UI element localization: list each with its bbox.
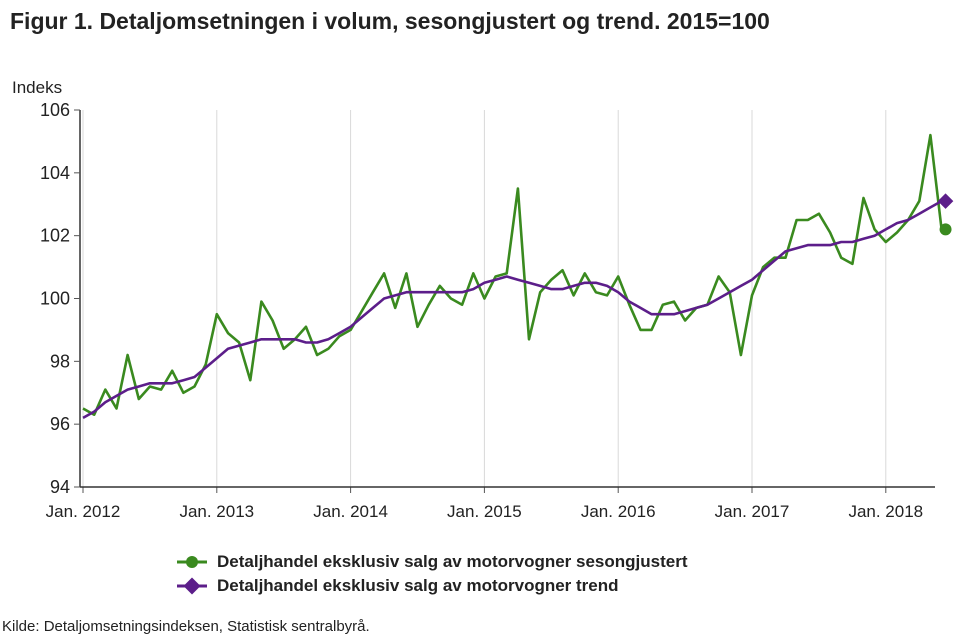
y-tick-label: 106 <box>40 100 70 120</box>
legend-swatch-trend-icon <box>177 577 207 595</box>
legend-item-seasonal: Detaljhandel eksklusiv salg av motorvogn… <box>175 550 688 574</box>
trend-last-point-marker <box>937 193 954 209</box>
y-tick-label: 104 <box>40 163 70 183</box>
x-tick-label: Jan. 2012 <box>46 502 121 521</box>
series-line-seasonal <box>82 133 943 417</box>
y-axis-label: Indeks <box>12 78 63 97</box>
seasonal-last-point-marker <box>939 223 952 236</box>
x-tick-label: Jan. 2018 <box>848 502 923 521</box>
line-chart: Jan. 2012 Jan. 2013 Jan. 2014 Jan. 2015 Jan.… <box>40 100 954 521</box>
legend-label-seasonal: Detaljhandel eksklusiv salg av motorvogn… <box>217 552 688 571</box>
legend-label-trend: Detaljhandel eksklusiv salg av motorvogn… <box>217 576 619 595</box>
chart-title: Figur 1. Detaljomsetningen i volum, seso… <box>10 8 770 34</box>
source-note: Kilde: Detaljomsetningsindeksen, Statist… <box>2 618 370 635</box>
series-line-trend <box>82 199 943 420</box>
legend-swatch-seasonal-icon <box>177 556 207 568</box>
y-tick-label: 100 <box>40 289 70 309</box>
x-tick-label: Jan. 2015 <box>447 502 522 521</box>
legend-item-trend: Detaljhandel eksklusiv salg av motorvogn… <box>175 574 688 598</box>
y-tick-label: 98 <box>50 351 70 371</box>
y-tick-label: 94 <box>50 477 70 497</box>
y-tick-label: 96 <box>50 414 70 434</box>
y-tick-label: 102 <box>40 226 70 246</box>
x-tick-label: Jan. 2017 <box>715 502 790 521</box>
x-tick-label: Jan. 2014 <box>313 502 388 521</box>
legend: Detaljhandel eksklusiv salg av motorvogn… <box>175 550 688 598</box>
x-tick-label: Jan. 2013 <box>179 502 254 521</box>
x-tick-label: Jan. 2016 <box>581 502 656 521</box>
